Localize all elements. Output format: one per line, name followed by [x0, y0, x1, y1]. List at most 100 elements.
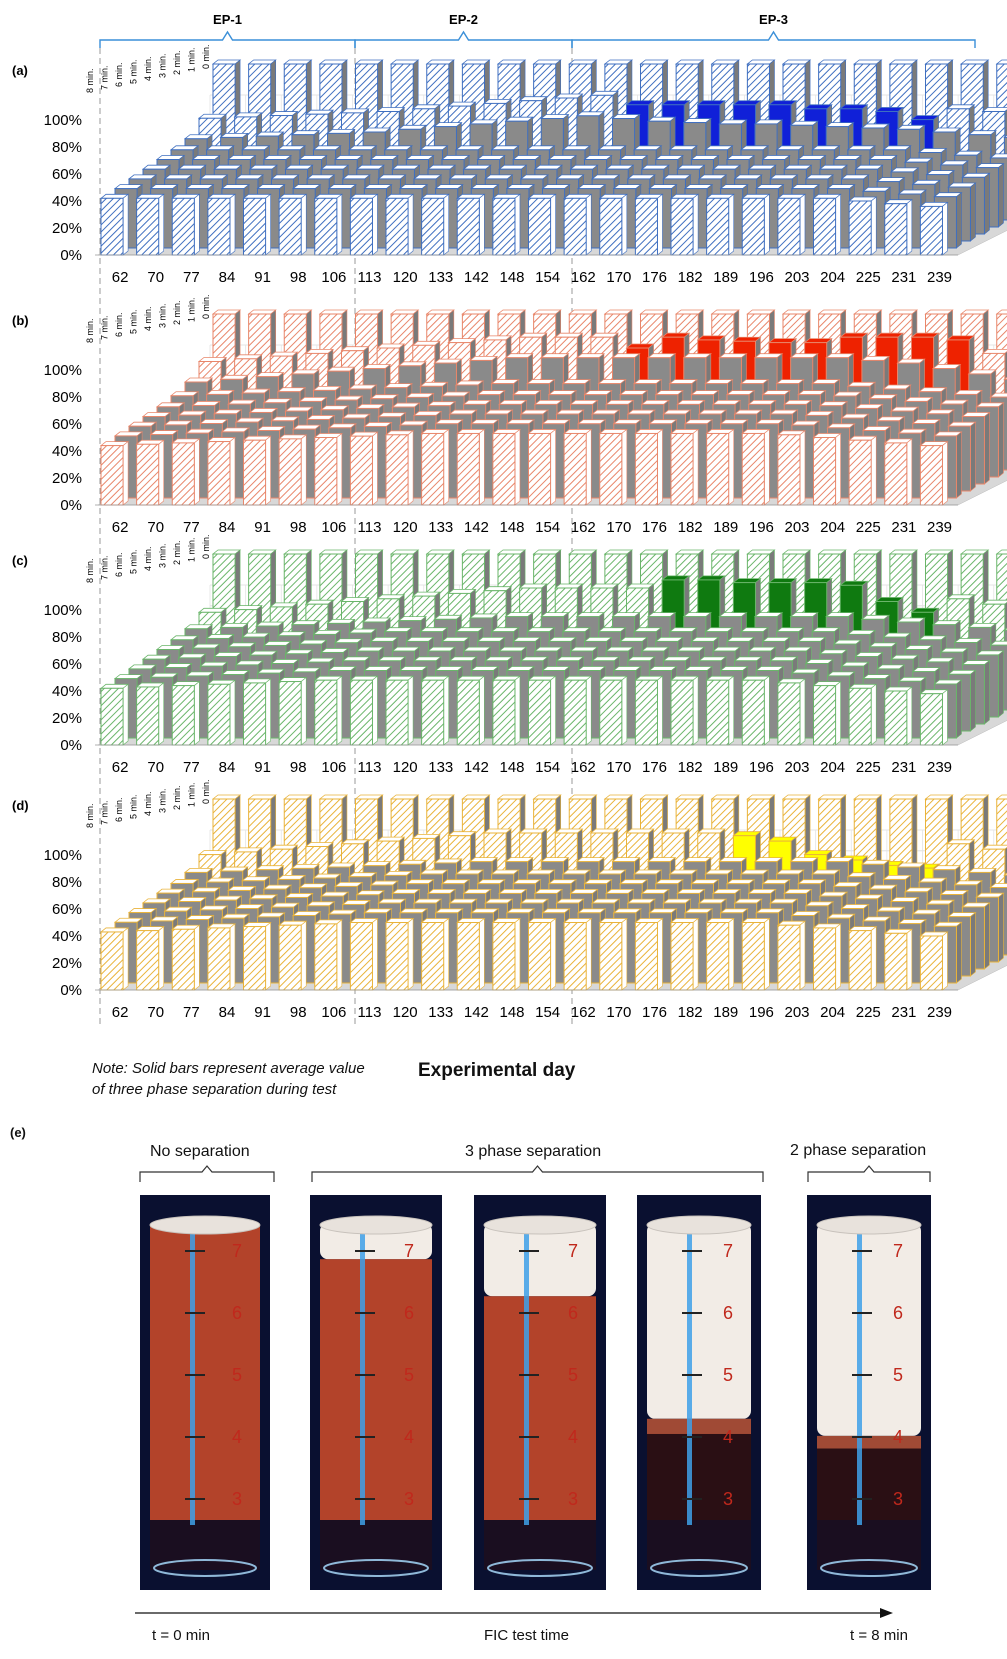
bar	[813, 437, 837, 506]
bar-side	[764, 917, 770, 991]
bar	[492, 432, 516, 506]
bar	[349, 679, 373, 746]
y-tick-label: 40%	[52, 928, 82, 945]
tube-scale-number: 7	[568, 1241, 578, 1261]
bar-side	[621, 675, 628, 746]
bar-side	[970, 421, 976, 492]
measuring-rod	[190, 1230, 195, 1525]
bar	[813, 927, 837, 991]
x-tick-label: 162	[571, 519, 596, 536]
caption-bracket	[807, 1165, 931, 1182]
bar-side	[443, 675, 450, 746]
bar	[884, 442, 908, 506]
clear-zone	[484, 1223, 596, 1297]
bar	[634, 197, 658, 256]
period-bracket	[354, 30, 573, 48]
bar	[349, 435, 373, 506]
panel-label: (a)	[12, 63, 28, 78]
x-tick-label: 77	[183, 1004, 200, 1021]
bar	[563, 432, 587, 506]
tube-scale-number: 7	[893, 1241, 903, 1261]
bar	[456, 922, 480, 991]
x-tick-label: 148	[499, 1004, 524, 1021]
tube-scale-number: 6	[568, 1303, 578, 1323]
y-tick-label: 100%	[44, 112, 82, 129]
bar-side	[336, 432, 343, 506]
x-tick-label: 77	[183, 519, 200, 536]
bar	[848, 439, 872, 506]
bar-side	[300, 434, 307, 506]
bar-side	[728, 193, 735, 256]
bar	[456, 432, 480, 506]
x-axis-title: Experimental day	[418, 1060, 576, 1081]
x-tick-label: 113	[358, 519, 382, 536]
bar	[314, 923, 338, 991]
bar-top	[981, 107, 1007, 112]
figure-note-line1: Note: Solid bars represent average value	[92, 1060, 365, 1077]
bar	[670, 922, 694, 991]
tube-scale-number: 7	[404, 1241, 414, 1261]
x-tick-label: 113	[358, 1004, 382, 1021]
x-tick-label: 120	[393, 1004, 418, 1021]
depth-label: 5 min.	[129, 794, 139, 819]
bar-side	[229, 193, 236, 256]
x-tick-label: 176	[642, 519, 667, 536]
bar-side	[407, 675, 414, 746]
bar	[777, 434, 801, 506]
x-tick-label: 91	[254, 519, 271, 536]
bar-side	[621, 917, 628, 991]
bar-side	[998, 892, 1004, 963]
bar-side	[970, 669, 976, 732]
bar-side	[194, 438, 200, 506]
settled-sludge	[647, 1433, 751, 1520]
time-arrow-head	[880, 1608, 893, 1618]
bar-side	[870, 683, 877, 746]
x-tick-label: 182	[678, 269, 703, 286]
bar	[706, 679, 730, 746]
chart-panel-s1: 100%80%60%40%20%0%(a)S18 min.7 min.6 min…	[12, 44, 1007, 286]
bar	[278, 438, 302, 506]
bar	[599, 679, 623, 746]
tube-scale-number: 3	[232, 1489, 242, 1509]
tube-scale-number: 4	[404, 1427, 414, 1447]
bar	[777, 682, 801, 746]
bar-side	[585, 917, 592, 991]
x-tick-label: 142	[464, 1004, 489, 1021]
bar	[421, 679, 445, 746]
bar	[100, 687, 124, 746]
x-tick-label: 189	[713, 269, 738, 286]
bar	[492, 922, 516, 991]
bar-top	[995, 59, 1007, 65]
time-mid-label: FIC test time	[484, 1627, 570, 1644]
x-tick-label: 203	[784, 269, 809, 286]
bar-side	[550, 193, 556, 256]
x-tick-label: 176	[642, 269, 667, 286]
bar	[100, 197, 124, 256]
bar-side	[799, 193, 806, 256]
bar	[278, 197, 302, 256]
x-tick-label: 176	[642, 759, 667, 776]
bar-side	[300, 676, 307, 746]
bar	[706, 922, 730, 991]
bar-side	[956, 679, 962, 739]
tube-photo: 7 6 5 4 3	[140, 1195, 270, 1590]
tube-base-ring	[487, 1559, 593, 1577]
tube-top	[149, 1215, 261, 1235]
bar-side	[585, 193, 592, 256]
tube-photo: 7 6 5 4 3	[637, 1195, 761, 1590]
bar-side	[407, 193, 414, 256]
x-tick-label: 239	[927, 519, 952, 536]
chart-panel-s4: 100%80%60%40%20%0%(d)S48 min.7 min.6 min…	[12, 779, 1007, 1021]
sludge-zone	[320, 1259, 432, 1520]
bar-side	[835, 193, 841, 256]
x-tick-label: 239	[927, 759, 952, 776]
x-tick-label: 133	[428, 519, 453, 536]
bar-side	[514, 193, 521, 256]
x-tick-label: 70	[147, 519, 164, 536]
x-tick-label: 182	[678, 1004, 703, 1021]
y-tick-label: 20%	[52, 955, 82, 972]
bar	[670, 197, 694, 256]
tube-top	[646, 1215, 752, 1235]
bar	[919, 693, 943, 746]
